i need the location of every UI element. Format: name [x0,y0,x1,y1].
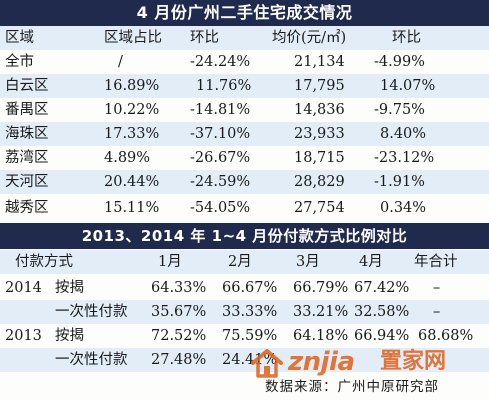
table1-title: 4 月份广州二手住宅成交情况 [0,0,489,26]
month-2-cell: 75.59% [222,328,278,344]
share-cell: 10.22% [104,102,160,118]
month-1-cell: 35.67% [151,304,207,320]
year-cell: 2014 [5,280,42,296]
price-mom-cell: 14.07% [380,78,436,94]
price-mom-cell: 0.34% [380,200,427,216]
payment-type-cell: 一次性付款 [55,352,128,368]
price-mom-cell: -9.75% [374,102,425,118]
share-cell: 20.44% [104,174,160,190]
header-month-1: 1月 [158,254,182,270]
table-row: 全市 / -24.24% 21,134 -4.99% [0,50,489,74]
price-cell: 23,933 [294,126,345,142]
watermark-latin: znjia [288,347,355,377]
month-3-cell: 66.79% [293,280,349,296]
mom-cell: -14.81% [190,102,251,118]
watermark: znjia 置家网 [250,345,486,379]
month-2-cell: 66.67% [222,280,278,296]
district-cell: 荔湾区 [5,150,49,166]
share-cell: 17.33% [104,126,160,142]
table-row: 一次性付款 27.48% 24.41% [0,348,489,372]
header-month-2: 2月 [228,254,252,270]
district-cell: 白云区 [5,78,49,94]
share-cell: 4.89% [104,150,151,166]
mom-cell: -37.10% [190,126,251,142]
price-cell: 21,134 [294,54,345,70]
mom-cell: -54.05% [190,200,251,216]
payment-type-cell: 按揭 [55,328,84,344]
table-row: 番禺区 10.22% -14.81% 14,836 -9.75% [0,98,489,122]
month-4-cell: 67.42% [354,280,410,296]
month-1-cell: 27.48% [151,352,207,368]
mom-cell: 11.76% [196,78,252,94]
table2-header-row: 付款方式 1月 2月 3月 4月 年合计 [0,250,489,274]
payment-type-cell: 按揭 [55,280,84,296]
header-mom: 环比 [190,30,219,46]
price-cell: 18,715 [294,150,345,166]
month-4-cell: 32.58% [354,304,410,320]
month-1-cell: 64.33% [151,280,207,296]
table-row: 荔湾区 4.89% -26.67% 18,715 -23.12% [0,146,489,170]
header-month-4: 4月 [359,254,383,270]
price-cell: 27,754 [294,200,345,216]
month-2-cell: 33.33% [222,304,278,320]
year-total-cell: – [433,280,441,296]
share-cell: 15.11% [104,200,160,216]
price-cell: 14,836 [294,102,345,118]
price-mom-cell: -23.12% [374,150,435,166]
month-3-cell: 33.21% [293,304,349,320]
share-cell: / [118,54,123,70]
mom-cell: -24.59% [190,174,251,190]
table-row: 2013 按揭 72.52% 75.59% 64.18% 66.94% 68.6… [0,324,489,348]
header-district: 区域 [5,30,34,46]
table-row: 越秀区 15.11% -54.05% 27,754 0.34% [0,196,489,220]
data-source-note: 数据来源：广州中原研究部 [265,379,439,395]
price-mom-cell: -4.99% [374,54,425,70]
table2-title: 2013、2014 年 1~4 月份付款方式比例对比 [0,223,489,249]
table1-header-row: 区域 区域占比 环比 均价(元/㎡) 环比 [0,26,489,50]
table-row: 2014 按揭 64.33% 66.67% 66.79% 67.42% – [0,276,489,300]
header-payment-type: 付款方式 [15,254,73,270]
year-total-cell: – [433,304,441,320]
district-cell: 全市 [5,54,34,70]
month-3-cell: 64.18% [293,328,349,344]
year-total-cell: 68.68% [418,328,474,344]
table-row: 一次性付款 35.67% 33.33% 33.21% 32.58% – [0,300,489,324]
header-month-3: 3月 [296,254,320,270]
price-mom-cell: -1.91% [374,174,425,190]
district-cell: 番禺区 [5,102,49,118]
header-year-total: 年合计 [414,254,458,270]
price-cell: 28,829 [294,174,345,190]
payment-type-cell: 一次性付款 [55,304,128,320]
house-logo-icon [251,349,283,378]
table-row: 海珠区 17.33% -37.10% 23,933 8.40% [0,122,489,146]
table-row: 天河区 20.44% -24.59% 28,829 -1.91% [0,170,489,194]
district-cell: 天河区 [5,174,49,190]
price-mom-cell: 8.40% [380,126,427,142]
district-cell: 海珠区 [5,126,49,142]
mom-cell: -26.67% [190,150,251,166]
share-cell: 16.89% [104,78,160,94]
header-share: 区域占比 [104,30,162,46]
header-avg-price: 均价(元/㎡) [272,30,347,46]
table-row: 白云区 16.89% 11.76% 17,795 14.07% [0,74,489,98]
district-cell: 越秀区 [5,200,49,216]
month-4-cell: 66.94% [354,328,410,344]
header-price-mom: 环比 [392,30,421,46]
watermark-chinese: 置家网 [380,349,447,374]
mom-cell: -24.24% [190,54,251,70]
price-cell: 17,795 [294,78,345,94]
year-cell: 2013 [5,328,42,344]
month-1-cell: 72.52% [151,328,207,344]
